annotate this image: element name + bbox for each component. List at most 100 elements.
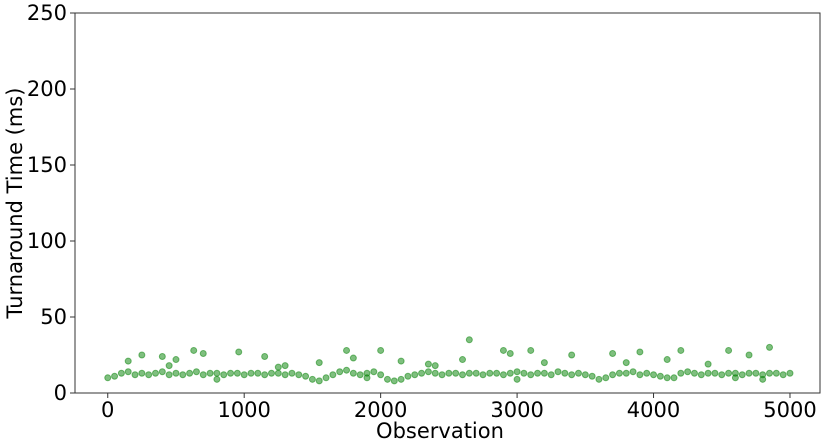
point bbox=[766, 343, 774, 351]
point bbox=[220, 371, 228, 379]
point bbox=[581, 371, 589, 379]
point bbox=[322, 374, 330, 382]
point bbox=[759, 375, 767, 383]
point bbox=[465, 369, 473, 377]
point bbox=[622, 359, 630, 367]
point bbox=[261, 353, 269, 361]
point bbox=[138, 351, 146, 359]
x-tick-label: 0 bbox=[101, 398, 114, 422]
point bbox=[540, 359, 548, 367]
point bbox=[308, 375, 316, 383]
point bbox=[233, 369, 241, 377]
point bbox=[213, 375, 221, 383]
point bbox=[377, 346, 385, 354]
point bbox=[315, 377, 323, 385]
point bbox=[704, 369, 712, 377]
y-tick-label: 250 bbox=[27, 1, 67, 25]
point bbox=[486, 369, 494, 377]
point bbox=[554, 368, 562, 376]
point bbox=[540, 369, 548, 377]
y-tick-label: 50 bbox=[40, 305, 67, 329]
point bbox=[725, 346, 733, 354]
point bbox=[513, 368, 521, 376]
x-tick-label: 4000 bbox=[627, 398, 680, 422]
point bbox=[718, 371, 726, 379]
point bbox=[697, 371, 705, 379]
point bbox=[152, 369, 160, 377]
point bbox=[479, 371, 487, 379]
point bbox=[383, 375, 391, 383]
point bbox=[779, 371, 787, 379]
point bbox=[527, 346, 535, 354]
point bbox=[499, 346, 507, 354]
point bbox=[704, 360, 712, 368]
point bbox=[731, 374, 739, 382]
y-tick-label: 0 bbox=[54, 381, 67, 405]
point bbox=[165, 371, 173, 379]
point bbox=[370, 368, 378, 376]
point bbox=[766, 369, 774, 377]
point bbox=[404, 372, 412, 380]
point bbox=[240, 371, 248, 379]
point bbox=[574, 369, 582, 377]
point bbox=[199, 371, 207, 379]
point bbox=[745, 369, 753, 377]
point bbox=[690, 369, 698, 377]
point bbox=[288, 369, 296, 377]
point bbox=[411, 371, 419, 379]
point bbox=[506, 369, 514, 377]
point bbox=[561, 369, 569, 377]
point bbox=[629, 368, 637, 376]
point bbox=[663, 356, 671, 364]
point bbox=[274, 363, 282, 371]
point bbox=[786, 369, 794, 377]
point bbox=[684, 368, 692, 376]
y-tick-label: 200 bbox=[27, 77, 67, 101]
point bbox=[752, 369, 760, 377]
point bbox=[274, 369, 282, 377]
point bbox=[636, 348, 644, 356]
point bbox=[190, 346, 198, 354]
point bbox=[165, 362, 173, 370]
point bbox=[206, 369, 214, 377]
point bbox=[452, 369, 460, 377]
point bbox=[595, 375, 603, 383]
point bbox=[459, 371, 467, 379]
point bbox=[124, 357, 132, 365]
point bbox=[227, 369, 235, 377]
y-axis-label: Turnaround Time (ms) bbox=[3, 88, 27, 320]
point bbox=[131, 371, 139, 379]
point bbox=[670, 374, 678, 382]
point bbox=[513, 375, 521, 383]
point bbox=[459, 356, 467, 364]
point bbox=[650, 371, 658, 379]
point bbox=[656, 372, 664, 380]
point bbox=[588, 372, 596, 380]
point bbox=[111, 372, 119, 380]
point bbox=[138, 369, 146, 377]
point bbox=[445, 369, 453, 377]
point bbox=[377, 371, 385, 379]
point bbox=[267, 369, 275, 377]
point bbox=[192, 368, 200, 376]
point bbox=[677, 369, 685, 377]
point bbox=[738, 371, 746, 379]
point bbox=[602, 374, 610, 382]
point bbox=[186, 369, 194, 377]
point bbox=[336, 368, 344, 376]
point bbox=[356, 371, 364, 379]
point bbox=[117, 369, 125, 377]
point bbox=[609, 371, 617, 379]
point bbox=[493, 369, 501, 377]
point bbox=[424, 360, 432, 368]
point bbox=[499, 371, 507, 379]
point bbox=[418, 369, 426, 377]
point bbox=[179, 371, 187, 379]
point bbox=[424, 368, 432, 376]
y-tick-label: 150 bbox=[27, 153, 67, 177]
point bbox=[745, 351, 753, 359]
point bbox=[568, 351, 576, 359]
point bbox=[622, 369, 630, 377]
point bbox=[636, 371, 644, 379]
point bbox=[677, 346, 685, 354]
